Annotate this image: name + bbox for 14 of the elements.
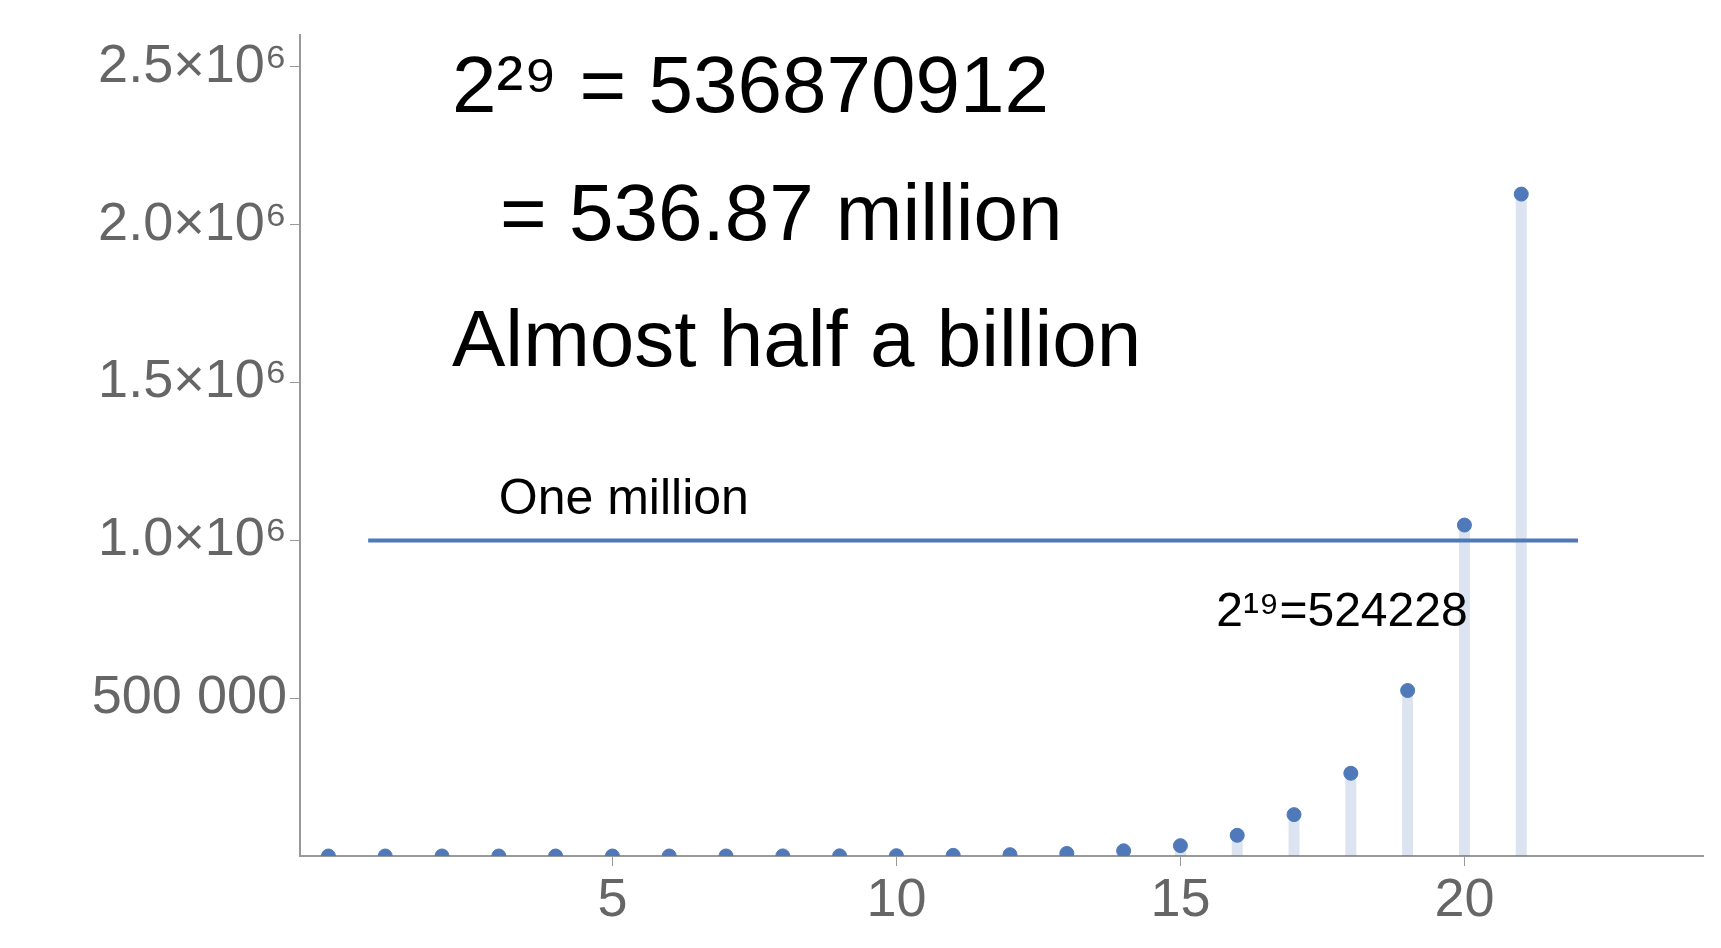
annotation: 2²⁹ = 536870912 <box>452 40 1049 129</box>
annotation: = 536.87 million <box>500 168 1063 257</box>
x-tick-label: 10 <box>866 867 927 928</box>
y-tick-label: 2.5×10⁶ <box>98 32 287 93</box>
ref-line-label: One million <box>498 469 749 526</box>
annotation: Almost half a billion <box>452 294 1142 383</box>
y-tick-label: 1.0×10⁶ <box>98 506 287 567</box>
x-tick-label: 15 <box>1150 867 1211 928</box>
y-tick-label: 2.0×10⁶ <box>98 190 287 251</box>
x-tick-label: 5 <box>597 867 628 928</box>
annotation: 2¹⁹=524228 <box>1216 582 1468 636</box>
y-tick-label: 500 000 <box>91 664 287 725</box>
y-tick-label: 1.5×10⁶ <box>98 348 287 409</box>
x-tick-label: 20 <box>1434 867 1495 928</box>
